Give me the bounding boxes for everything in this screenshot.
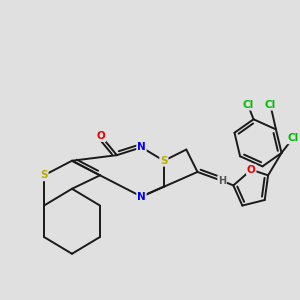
Text: Cl: Cl (242, 100, 253, 110)
Text: O: O (97, 131, 106, 141)
Text: Cl: Cl (265, 100, 276, 110)
Text: H: H (218, 176, 226, 186)
Text: S: S (40, 170, 48, 180)
Text: S: S (160, 156, 168, 166)
Text: N: N (137, 192, 146, 202)
Text: O: O (247, 165, 256, 175)
Text: Cl: Cl (287, 133, 298, 143)
Text: N: N (137, 142, 146, 152)
